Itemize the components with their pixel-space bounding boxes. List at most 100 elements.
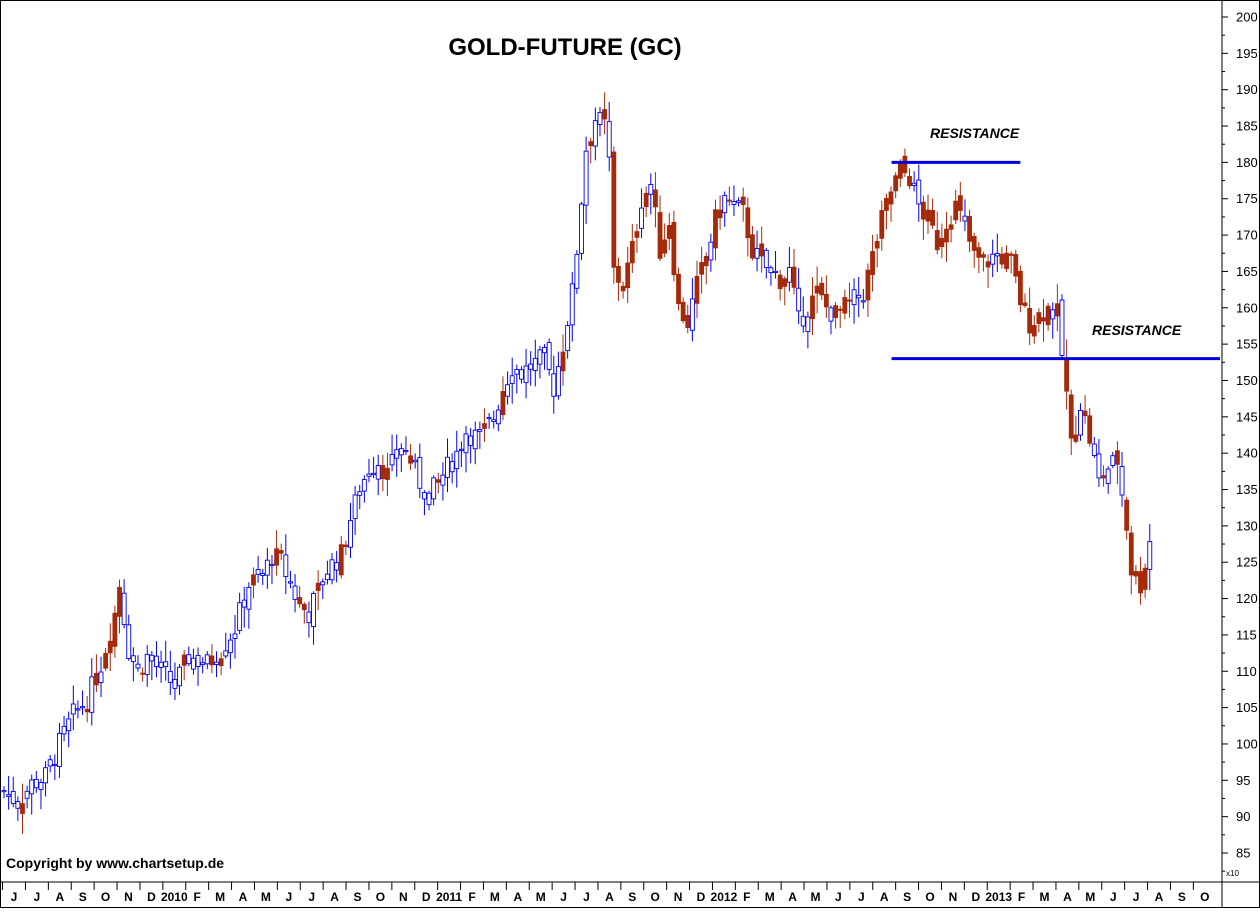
candle xyxy=(1045,302,1051,331)
candle-body xyxy=(560,351,566,372)
candle-body xyxy=(897,161,903,179)
candle xyxy=(1059,294,1065,360)
candle-body xyxy=(782,278,788,287)
candle xyxy=(546,338,552,376)
candle-body xyxy=(791,266,797,288)
candle-body xyxy=(699,262,705,275)
candle-body xyxy=(870,251,875,276)
candle-body xyxy=(708,241,714,261)
y-tick-label: 140 xyxy=(1236,446,1258,461)
candle-body xyxy=(329,559,335,581)
candle xyxy=(103,647,109,672)
candle-body xyxy=(426,492,432,506)
candle-body xyxy=(768,267,774,273)
candle-body xyxy=(269,563,275,567)
candle-body xyxy=(315,582,321,591)
candle-body xyxy=(1110,455,1116,466)
x-tick-label: S xyxy=(628,890,636,904)
x-tick-label: 2010 xyxy=(161,890,188,904)
candle-body xyxy=(154,655,159,667)
candle-body xyxy=(107,640,113,654)
y-tick-label: 115 xyxy=(1236,627,1257,642)
candle xyxy=(708,233,714,272)
candle xyxy=(579,201,584,260)
candle xyxy=(186,646,192,667)
candle-body xyxy=(421,492,427,500)
candle-body xyxy=(833,305,838,318)
candle xyxy=(1050,302,1056,339)
candle xyxy=(560,334,566,386)
candle-body xyxy=(237,602,243,631)
candle-body xyxy=(629,240,635,264)
y-tick-label: 130 xyxy=(1236,518,1258,533)
candle-body xyxy=(907,175,912,187)
candle xyxy=(398,443,404,473)
candle-body xyxy=(56,732,62,767)
candle-body xyxy=(144,653,150,675)
candle xyxy=(994,233,1000,272)
candle-body xyxy=(172,678,178,689)
candle xyxy=(237,592,243,635)
candle-body xyxy=(546,342,552,370)
candle xyxy=(154,641,159,678)
candle-body xyxy=(666,225,672,239)
y-tick-label: 185 xyxy=(1236,119,1258,134)
candle-body xyxy=(200,662,206,666)
candle xyxy=(269,555,275,585)
candle xyxy=(440,462,446,501)
y-tick-label: 155 xyxy=(1236,337,1258,352)
candle xyxy=(694,260,700,319)
candle-body xyxy=(994,253,1000,257)
plot-area xyxy=(1,92,1153,835)
candle xyxy=(837,305,843,328)
y-tick-label: 95 xyxy=(1236,773,1250,788)
candle-body xyxy=(837,308,843,311)
candle-body xyxy=(944,228,949,243)
candle-body xyxy=(227,639,233,654)
candle xyxy=(445,438,450,493)
candle-body xyxy=(251,574,256,586)
candle xyxy=(920,195,926,240)
candle xyxy=(786,246,792,292)
candle-body xyxy=(398,448,404,456)
candle-body xyxy=(639,207,645,229)
candle-body xyxy=(860,300,866,303)
candle-body xyxy=(1054,303,1060,317)
candle-body xyxy=(190,657,196,670)
candle-body xyxy=(158,661,164,668)
candle xyxy=(939,223,945,259)
candle xyxy=(1004,245,1009,273)
candle-body xyxy=(676,273,681,305)
candle-body xyxy=(214,661,219,665)
candle xyxy=(620,281,626,299)
candle-body xyxy=(274,548,279,566)
candle-body xyxy=(449,461,455,473)
candle-body xyxy=(518,369,524,380)
candle-body xyxy=(819,282,825,296)
y-scale-multiplier: x10 xyxy=(1226,869,1239,878)
candle xyxy=(588,137,594,164)
x-tick-label: S xyxy=(1178,890,1186,904)
candle-body xyxy=(823,293,829,308)
candle-body xyxy=(662,239,668,254)
candle-body xyxy=(990,253,996,265)
candle xyxy=(366,458,372,483)
candle-body xyxy=(620,285,626,292)
candle xyxy=(680,297,686,324)
candle-body xyxy=(380,465,386,480)
candle-body xyxy=(505,384,511,397)
candle-body xyxy=(454,450,460,470)
candle xyxy=(1101,465,1106,487)
candle-body xyxy=(260,573,266,576)
candle-body xyxy=(195,654,201,668)
candle-body xyxy=(209,655,215,666)
candle-body xyxy=(70,703,76,715)
candle xyxy=(537,345,543,379)
candle xyxy=(865,263,871,317)
candle-body xyxy=(357,491,363,496)
x-tick-label: J xyxy=(560,890,567,904)
candle xyxy=(796,268,802,325)
candle xyxy=(791,248,797,295)
